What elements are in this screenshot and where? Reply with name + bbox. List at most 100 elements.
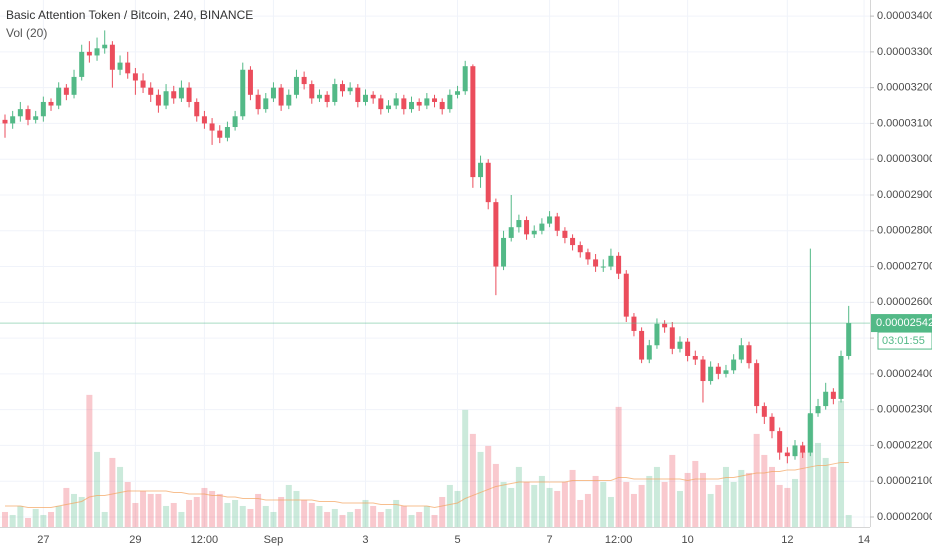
volume-bar xyxy=(385,508,392,527)
volume-bar xyxy=(270,511,277,527)
volume-bar xyxy=(653,466,660,527)
candle-body xyxy=(132,73,138,81)
x-tick-label: 29 xyxy=(129,534,141,546)
candle-body xyxy=(462,66,468,92)
y-tick-label: 0.00002200 xyxy=(877,439,932,451)
volume-bar xyxy=(377,511,384,527)
candle-body xyxy=(247,69,253,95)
volume-bar xyxy=(577,499,584,527)
volume-bar xyxy=(308,502,315,527)
volume-bar xyxy=(730,481,737,527)
volume-bar xyxy=(646,475,653,527)
candle-body xyxy=(209,123,215,131)
candle-body xyxy=(355,87,361,102)
volume-bar xyxy=(661,481,668,527)
volume-bar xyxy=(738,469,745,527)
volume-bar xyxy=(186,499,193,527)
volume-bar xyxy=(623,481,630,527)
y-tick-label: 0.00003300 xyxy=(877,46,932,58)
candle-body xyxy=(623,273,629,317)
candle-body xyxy=(240,69,246,117)
candle-body xyxy=(155,94,161,106)
candle-body xyxy=(424,98,430,106)
volume-bar xyxy=(55,505,62,527)
candle-body xyxy=(508,227,514,238)
volume-bar xyxy=(25,517,32,527)
candle-body xyxy=(531,230,537,235)
x-tick-label: 14 xyxy=(858,534,870,546)
candle-body xyxy=(493,202,499,267)
volume-bar xyxy=(554,490,561,527)
volume-bar xyxy=(523,481,530,527)
volume-bar xyxy=(2,511,8,527)
volume-bar xyxy=(423,505,430,527)
volume-ma-line xyxy=(5,461,849,508)
volume-bar xyxy=(561,481,568,527)
volume-bar xyxy=(707,493,714,527)
candle-body xyxy=(224,127,230,138)
x-tick-label: 12:00 xyxy=(191,534,219,546)
candle-body xyxy=(148,87,154,95)
last-price-label: 0.00002542 xyxy=(876,317,932,329)
volume-bar xyxy=(769,466,775,527)
y-tick-label: 0.00002600 xyxy=(877,296,932,308)
candle-body xyxy=(823,391,829,407)
y-tick-label: 0.00002400 xyxy=(877,368,932,380)
candle-body xyxy=(485,162,491,203)
x-tick-label: 5 xyxy=(454,534,460,546)
volume-bar xyxy=(209,490,216,527)
volume-bar xyxy=(324,511,331,527)
volume-bar xyxy=(170,502,177,527)
volume-bar xyxy=(531,484,538,527)
candle-body xyxy=(393,98,399,106)
y-tick-label: 0.00002900 xyxy=(877,189,932,201)
volume-bar xyxy=(439,496,446,527)
volume-bar xyxy=(684,472,691,527)
candle-body xyxy=(370,94,376,99)
candle-body xyxy=(86,51,92,56)
axes: 0.00002000 0.00002100 0.00002200 0.00002300… xyxy=(37,10,932,546)
volume-bar xyxy=(17,505,24,527)
indicator-label: Vol (20) xyxy=(6,26,47,40)
y-tick-label: 0.00002300 xyxy=(877,404,932,416)
candle-body xyxy=(669,327,675,349)
candle-body xyxy=(163,91,169,106)
candle-body xyxy=(140,80,146,88)
volume-bar xyxy=(462,409,469,527)
volume-bar xyxy=(262,505,269,527)
candle-body xyxy=(332,84,338,102)
volume-bar xyxy=(163,505,170,527)
volume-bar xyxy=(799,451,806,527)
volume-bar xyxy=(538,475,545,527)
volume-bar xyxy=(117,466,124,527)
candle-body xyxy=(738,345,744,360)
volume-bar xyxy=(838,400,845,527)
volume-bar xyxy=(316,505,323,527)
candle-body xyxy=(432,98,438,102)
volume-bar xyxy=(147,493,154,527)
candle-body xyxy=(286,94,292,106)
volume-bar xyxy=(454,490,461,527)
y-tick-label: 0.00003100 xyxy=(877,117,932,129)
candle-body xyxy=(815,406,821,414)
candle-body xyxy=(685,341,691,356)
candle-body xyxy=(631,316,637,331)
candle-body xyxy=(524,220,530,235)
candle-body xyxy=(662,323,668,328)
volume-bar xyxy=(676,490,683,527)
volume-bar xyxy=(393,499,400,527)
candle-body xyxy=(416,101,422,106)
candle-body xyxy=(386,105,391,110)
candle-body xyxy=(94,48,100,56)
chart-title: Basic Attention Token / Bitcoin, 240, BI… xyxy=(6,8,253,22)
grid xyxy=(0,0,870,527)
candle-body xyxy=(654,323,660,346)
volume-bar xyxy=(362,499,369,527)
volume-bar xyxy=(761,454,768,527)
volume-bar xyxy=(301,499,308,527)
y-tick-label: 0.00002000 xyxy=(877,511,932,523)
volume-bar xyxy=(500,481,507,527)
candle-body xyxy=(401,98,407,110)
